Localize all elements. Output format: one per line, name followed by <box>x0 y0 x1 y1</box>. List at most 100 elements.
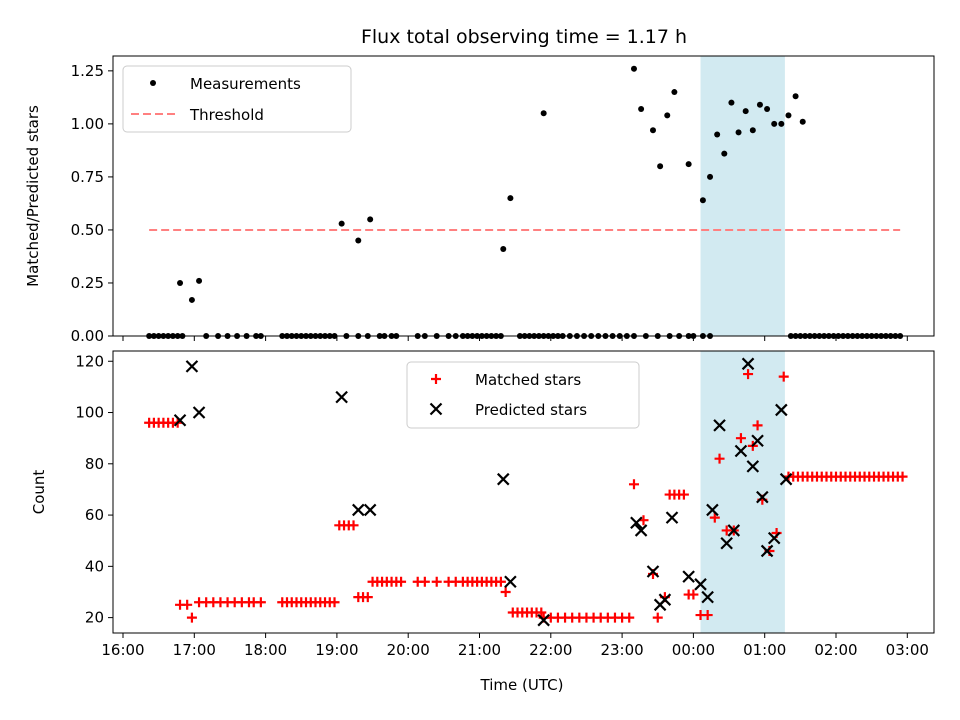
predicted-point <box>363 503 377 517</box>
matched-point <box>348 520 359 531</box>
y-tick-label: 60 <box>85 506 104 524</box>
legend-box <box>406 361 640 429</box>
predicted-point <box>767 531 781 545</box>
measurement-point <box>657 163 664 170</box>
x-tick-label: 20:00 <box>387 641 430 659</box>
predicted-point <box>741 357 755 371</box>
predicted-point <box>658 593 672 606</box>
matched-point <box>628 479 639 490</box>
legend-marker-measurements <box>150 80 156 86</box>
x-tick-label: 18:00 <box>244 641 287 659</box>
measurement-point <box>721 150 728 157</box>
y-tick-label: 40 <box>85 557 104 575</box>
legend-bottom: Matched stars Predicted stars <box>406 361 640 429</box>
measurement-point <box>742 108 749 115</box>
x-tick-label: 21:00 <box>458 641 501 659</box>
measurement-point <box>507 195 514 202</box>
y-tick-label: 20 <box>85 609 104 627</box>
measurement-point <box>638 106 645 113</box>
predicted-point <box>779 472 793 486</box>
y-tick-label: 0.25 <box>71 274 104 292</box>
y-tick-label: 120 <box>75 352 104 370</box>
matched-point <box>500 586 511 597</box>
series-matched-stars <box>144 369 908 623</box>
predicted-point <box>727 524 741 537</box>
predicted-point <box>185 360 199 373</box>
predicted-point <box>646 565 660 578</box>
shaded-interval <box>700 56 785 336</box>
chart-title: Flux total observing time = 1.17 h <box>361 26 687 48</box>
matched-point <box>752 420 763 431</box>
shaded-interval <box>700 351 785 633</box>
legend-label-threshold: Threshold <box>189 106 264 124</box>
predicted-point <box>756 490 769 504</box>
y-axis-label: Count <box>30 470 48 515</box>
measurement-point <box>785 112 792 119</box>
legend-top: Measurements Threshold <box>122 65 352 133</box>
measurement-point <box>778 120 785 127</box>
measurement-point <box>728 99 735 106</box>
matched-point <box>182 599 193 610</box>
y-tick-label: 0.50 <box>71 221 104 239</box>
predicted-point <box>634 524 648 537</box>
x-tick-label: 00:00 <box>672 641 715 659</box>
matched-point <box>652 612 663 623</box>
measurement-point <box>749 127 756 134</box>
predicted-point <box>192 406 206 419</box>
y-tick-label: 0.00 <box>71 327 104 345</box>
x-tick-label: 16:00 <box>101 641 144 659</box>
x-axis-label: Time (UTC) <box>480 676 564 694</box>
measurement-point <box>177 279 184 286</box>
measurement-point <box>771 120 778 127</box>
predicted-point <box>701 590 714 604</box>
matched-point <box>743 369 754 380</box>
measurement-point <box>792 93 799 100</box>
measurement-point <box>500 246 507 253</box>
predicted-point <box>734 444 748 458</box>
matched-point <box>735 433 746 444</box>
matched-point <box>778 371 789 382</box>
x-tick-label: 01:00 <box>743 641 786 659</box>
bottom-panel: 20 40 60 80 100 120 16:00 17:00 18:00 19:00 20:00 2… <box>30 350 935 659</box>
x-tick-label: 23:00 <box>600 641 643 659</box>
y-tick-label: 1.00 <box>71 115 104 133</box>
measurement-point <box>630 65 637 72</box>
matched-point <box>702 610 713 621</box>
top-panel: 0.00 0.25 0.50 0.75 1.00 1.25 Matched/Predicte… <box>24 55 935 345</box>
measurement-point <box>714 131 721 138</box>
measurement-point <box>664 112 671 119</box>
matched-point <box>255 597 266 608</box>
predicted-point <box>760 544 774 558</box>
matched-point <box>709 512 720 523</box>
plot-frame <box>112 55 935 337</box>
measurement-point <box>671 89 678 96</box>
measurement-point <box>355 237 362 244</box>
measurement-point <box>699 197 706 204</box>
predicted-point <box>352 503 365 517</box>
measurement-point <box>540 110 547 117</box>
legend-marker-matched <box>431 374 441 384</box>
matched-point <box>688 589 699 600</box>
measurement-point <box>799 118 806 125</box>
y-axis-label: Matched/Predicted stars <box>24 105 42 287</box>
predicted-point <box>665 511 679 524</box>
predicted-point <box>504 575 517 589</box>
measurement-point <box>196 277 203 284</box>
x-tick-label: 03:00 <box>886 641 929 659</box>
matched-point <box>419 576 430 587</box>
predicted-point <box>746 460 760 473</box>
y-tick-label: 1.25 <box>71 62 104 80</box>
plot-frame <box>112 350 935 634</box>
predicted-point <box>775 403 788 417</box>
matched-point <box>329 597 340 608</box>
x-tick-label: 22:00 <box>529 641 572 659</box>
matched-point <box>495 576 506 587</box>
matched-point <box>678 489 689 500</box>
predicted-point <box>751 434 764 448</box>
measurement-point <box>188 296 195 303</box>
matched-point <box>396 576 407 587</box>
predicted-point <box>335 390 348 404</box>
x-tick-label: 17:00 <box>173 641 216 659</box>
x-tick-label: 19:00 <box>315 641 358 659</box>
